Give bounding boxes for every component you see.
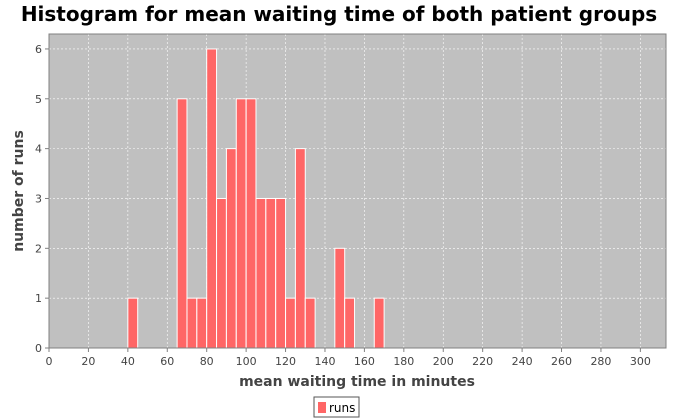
legend-label: runs [329, 401, 355, 415]
histogram-bar [216, 197, 227, 349]
x-tick-label: 140 [314, 355, 335, 368]
histogram-bar [186, 297, 198, 349]
histogram-bar [275, 197, 287, 349]
y-tick-label: 5 [35, 93, 42, 106]
legend-swatch [318, 402, 326, 413]
x-tick-label: 20 [81, 355, 95, 368]
histogram-bar [265, 197, 277, 349]
grid-lines [49, 34, 666, 348]
y-axis-label: number of runs [11, 130, 27, 252]
y-tick-label: 3 [35, 192, 42, 205]
histogram-bar [304, 297, 316, 349]
y-tick-labels: 0 1 2 3 4 5 6 [35, 43, 49, 355]
histogram-bar [206, 48, 218, 349]
x-tick-label: 280 [590, 355, 611, 368]
x-tick-label: 240 [512, 355, 533, 368]
x-tick-labels: 0 20 40 60 80 100 120 140 160 180 200 220 240 260 280 3… [46, 348, 651, 368]
chart-title: Histogram for mean waiting time of both … [21, 2, 657, 26]
histogram-bar [176, 98, 188, 349]
histogram-bar [196, 297, 208, 349]
y-tick-label: 1 [35, 292, 42, 305]
legend: runs [313, 396, 360, 418]
x-axis-label: mean waiting time in minutes [239, 374, 475, 390]
histogram-bar [334, 247, 346, 349]
histogram-bar [225, 148, 237, 349]
x-tick-label: 160 [354, 355, 375, 368]
y-tick-label: 6 [35, 43, 42, 56]
x-tick-label: 120 [275, 355, 296, 368]
y-tick-label: 0 [35, 342, 42, 355]
x-tick-label: 0 [46, 355, 53, 368]
x-tick-label: 80 [200, 355, 214, 368]
histogram-bar [294, 148, 306, 349]
y-tick-label: 2 [35, 242, 42, 255]
x-tick-label: 200 [433, 355, 454, 368]
plot-area [49, 34, 666, 348]
histogram-bar [127, 297, 139, 349]
x-tick-label: 60 [160, 355, 174, 368]
x-tick-label: 220 [472, 355, 493, 368]
x-tick-label: 300 [630, 355, 651, 368]
histogram-bar [235, 98, 247, 349]
histogram-bar [285, 297, 296, 349]
axes [48, 33, 667, 349]
histogram-bar [245, 98, 257, 349]
y-tick-label: 4 [35, 143, 42, 156]
bars [127, 48, 385, 349]
x-tick-label: 100 [236, 355, 257, 368]
histogram-bar [373, 297, 385, 349]
histogram-bar [255, 197, 267, 349]
x-tick-label: 40 [121, 355, 135, 368]
x-tick-label: 260 [551, 355, 572, 368]
x-tick-label: 180 [393, 355, 414, 368]
histogram-bar [344, 297, 356, 349]
